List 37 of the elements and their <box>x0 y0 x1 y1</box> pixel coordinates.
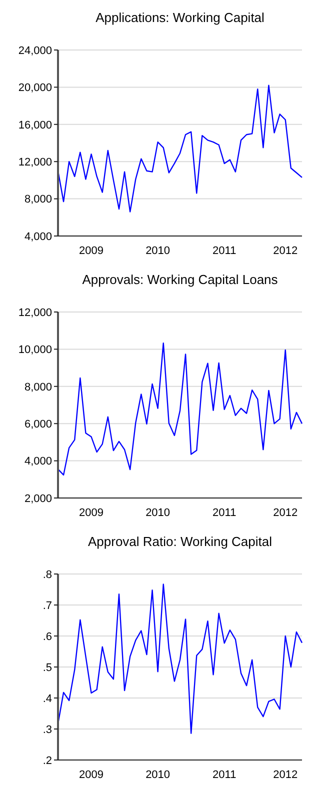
y-tick-label: 10,000 <box>18 344 52 356</box>
x-tick-label: 2009 <box>79 769 104 781</box>
line-series <box>57 342 303 476</box>
y-tick-label: .2 <box>42 754 52 767</box>
x-tick-label: 2009 <box>79 507 104 519</box>
chart-title: Approvals: Working Capital Loans <box>82 272 278 287</box>
chart-title: Approval Ratio: Working Capital <box>88 534 272 549</box>
x-tick-label: 2011 <box>212 245 236 257</box>
x-tick-label: 2011 <box>212 507 236 519</box>
x-tick-label: 2012 <box>273 507 298 519</box>
y-tick-label: 2,000 <box>24 492 52 505</box>
y-tick-label: 12,000 <box>18 156 52 168</box>
x-tick-label: 2010 <box>146 769 170 781</box>
y-tick-label: 4,000 <box>24 456 52 468</box>
y-tick-label: 24,000 <box>18 44 52 57</box>
y-tick-label: .5 <box>42 662 52 674</box>
line-series <box>57 584 303 734</box>
chart-title: Applications: Working Capital <box>96 10 265 25</box>
y-tick-label: 4,000 <box>24 230 52 243</box>
y-tick-label: .8 <box>42 568 52 581</box>
x-tick-label: 2009 <box>79 245 104 257</box>
x-tick-label: 2011 <box>212 769 236 781</box>
y-tick-label: .7 <box>42 600 52 612</box>
line-series <box>57 84 303 212</box>
y-tick-label: 8,000 <box>24 381 52 394</box>
y-tick-label: 8,000 <box>24 194 52 206</box>
x-tick-label: 2012 <box>273 769 298 781</box>
y-tick-label: .3 <box>42 724 52 736</box>
x-tick-label: 2010 <box>146 245 170 257</box>
x-tick-label: 2010 <box>146 507 170 519</box>
y-tick-label: 6,000 <box>24 418 52 430</box>
y-tick-label: .6 <box>42 630 52 643</box>
y-tick-label: .4 <box>42 692 52 705</box>
y-tick-label: 16,000 <box>18 119 52 132</box>
x-tick-label: 2012 <box>273 245 298 257</box>
y-tick-label: 12,000 <box>18 306 52 319</box>
y-tick-label: 20,000 <box>18 82 52 94</box>
